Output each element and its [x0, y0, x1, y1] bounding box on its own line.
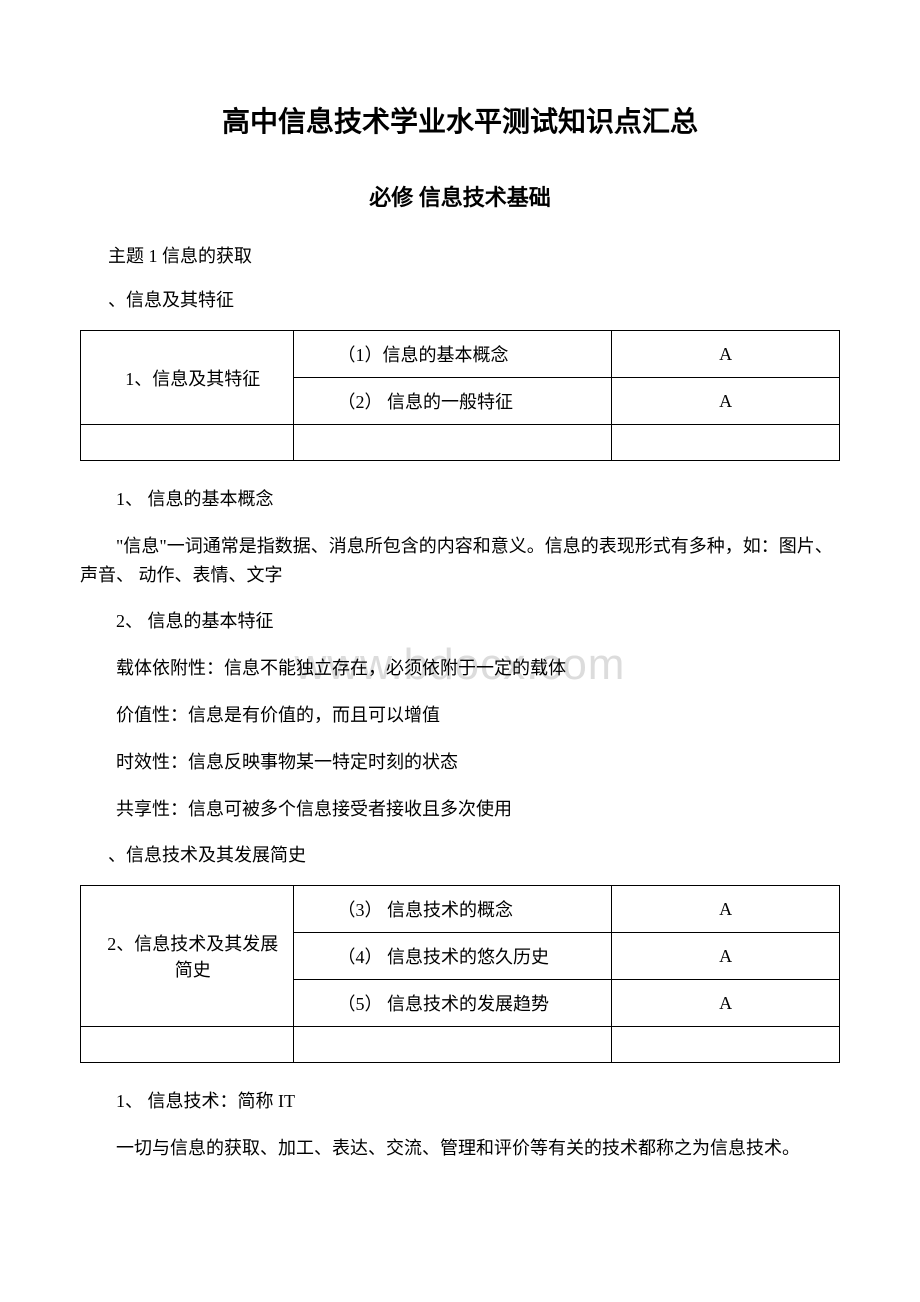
table-cell-right: A [612, 933, 840, 980]
table-cell-mid: （1）信息的基本概念 [293, 331, 612, 378]
page-subtitle: 必修 信息技术基础 [80, 180, 840, 212]
table-cell-right: A [612, 886, 840, 933]
table-row: 1、信息及其特征 （1）信息的基本概念 A [81, 331, 840, 378]
table-cell-mid: （3） 信息技术的概念 [293, 886, 612, 933]
table-cell-empty [81, 1027, 294, 1063]
point-text: 价值性：信息是有价值的，而且可以增值 [80, 701, 840, 730]
table-cell-empty [612, 1027, 840, 1063]
subsection-header: 、信息及其特征 [80, 286, 840, 312]
topic-heading: 主题 1 信息的获取 [80, 242, 840, 268]
page-title: 高中信息技术学业水平测试知识点汇总 [80, 100, 840, 140]
table-cell-mid: （4） 信息技术的悠久历史 [293, 933, 612, 980]
point-text: 一切与信息的获取、加工、表达、交流、管理和评价等有关的技术都称之为信息技术。 [80, 1134, 840, 1163]
point-text: "信息"一词通常是指数据、消息所包含的内容和意义。信息的表现形式有多种，如：图片… [80, 532, 840, 590]
table-cell-right: A [612, 378, 840, 425]
table-row-empty [81, 425, 840, 461]
table-cell-right: A [612, 980, 840, 1027]
document-body: 高中信息技术学业水平测试知识点汇总 必修 信息技术基础 主题 1 信息的获取 、… [80, 100, 840, 1163]
subsection-header: 、信息技术及其发展简史 [80, 841, 840, 867]
point-header: 1、 信息技术：简称 IT [80, 1087, 840, 1116]
table-cell-empty [612, 425, 840, 461]
table-cell-mid: （2） 信息的一般特征 [293, 378, 612, 425]
point-text-content: "信息"一词通常是指数据、消息所包含的内容和意义。信息的表现形式有多种，如：图片… [80, 532, 840, 590]
point-header: 2、 信息的基本特征 [80, 607, 840, 636]
table-cell-right: A [612, 331, 840, 378]
table-cell-empty [293, 1027, 612, 1063]
table-cell-empty [81, 425, 294, 461]
point-text: 载体依附性：信息不能独立存在，必须依附于一定的载体 [80, 654, 840, 683]
table-info-characteristics: 1、信息及其特征 （1）信息的基本概念 A （2） 信息的一般特征 A [80, 330, 840, 461]
point-text: 时效性：信息反映事物某一特定时刻的状态 [80, 748, 840, 777]
table-cell-left: 2、信息技术及其发展简史 [81, 886, 294, 1027]
table-it-history: 2、信息技术及其发展简史 （3） 信息技术的概念 A （4） 信息技术的悠久历史… [80, 885, 840, 1063]
table-row-empty [81, 1027, 840, 1063]
table-cell-empty [293, 425, 612, 461]
table-cell-left: 1、信息及其特征 [81, 331, 294, 425]
table-cell-mid: （5） 信息技术的发展趋势 [293, 980, 612, 1027]
point-text: 共享性：信息可被多个信息接受者接收且多次使用 [80, 795, 840, 824]
point-text-content: 一切与信息的获取、加工、表达、交流、管理和评价等有关的技术都称之为信息技术。 [80, 1134, 840, 1163]
table-row: 2、信息技术及其发展简史 （3） 信息技术的概念 A [81, 886, 840, 933]
point-header: 1、 信息的基本概念 [80, 485, 840, 514]
